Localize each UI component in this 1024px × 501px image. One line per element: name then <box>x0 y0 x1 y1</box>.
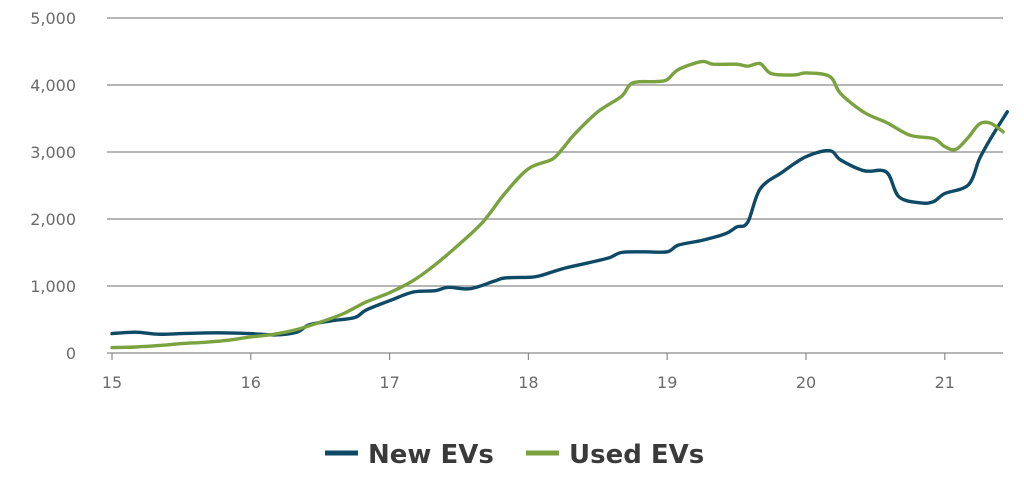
legend-label-new-evs: New EVs <box>368 440 494 470</box>
x-tick-label: 19 <box>657 373 677 392</box>
x-tick-label: 20 <box>796 373 816 392</box>
y-tick-label: 5,000 <box>30 9 76 28</box>
x-tick-label: 16 <box>241 373 261 392</box>
series-line-used-evs <box>110 59 1005 350</box>
x-tick-label: 18 <box>518 373 538 392</box>
x-tick-label: 15 <box>102 373 122 392</box>
y-tick-label: 0 <box>66 344 76 363</box>
y-tick-label: 2,000 <box>30 210 76 229</box>
legend-label-used-evs: Used EVs <box>569 440 704 470</box>
y-tick-label: 4,000 <box>30 76 76 95</box>
x-tick-label: 17 <box>379 373 399 392</box>
y-tick-label: 1,000 <box>30 277 76 296</box>
grid-lines <box>107 17 1003 354</box>
y-tick-label: 3,000 <box>30 143 76 162</box>
legend: New EVs Used EVs <box>325 440 704 470</box>
series-lines <box>110 59 1009 350</box>
y-axis-ticks: 0 1,000 2,000 3,000 4,000 5,000 <box>30 9 76 363</box>
series-line-new-evs <box>110 110 1009 337</box>
x-tick-label: 21 <box>935 373 955 392</box>
x-axis-ticks: 15 16 17 18 19 20 21 <box>102 353 955 392</box>
